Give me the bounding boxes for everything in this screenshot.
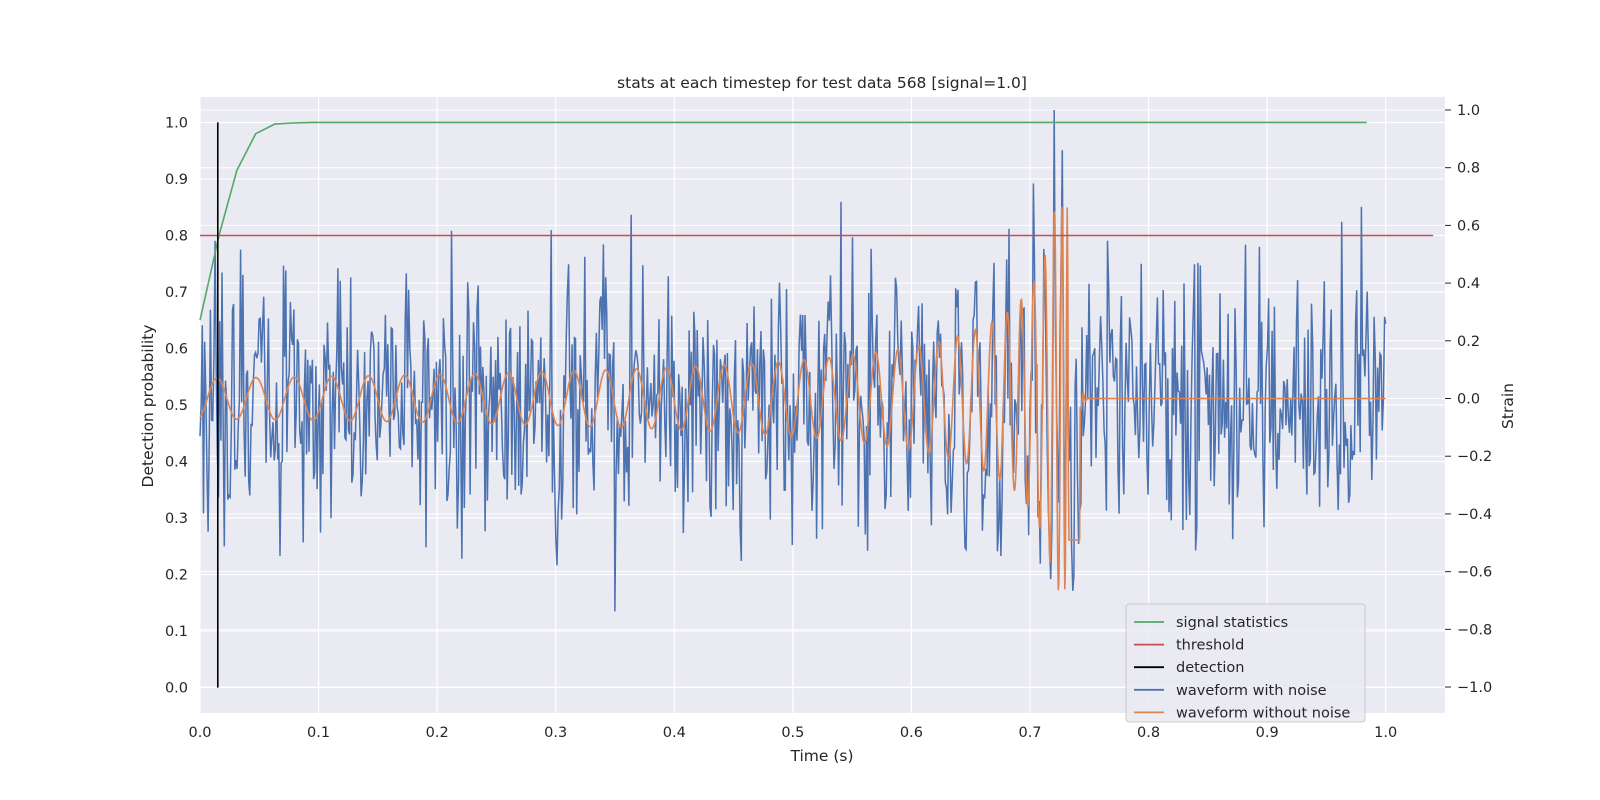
y2-tick-label: 0.6 [1457, 218, 1480, 234]
series-waveform-with-noise [199, 109, 1387, 612]
y-tick-label: 0.8 [165, 228, 188, 244]
y-tick-label: 0.6 [165, 341, 188, 357]
y2-tick-label: 0.0 [1457, 392, 1480, 408]
y2-tick-label: 1.0 [1457, 103, 1480, 119]
legend-label: threshold [1176, 638, 1244, 654]
y-tick-label: 0.7 [165, 285, 188, 301]
y2-tick-label: 0.8 [1457, 161, 1480, 177]
x-tick-label: 0.2 [426, 725, 449, 741]
x-tick-label: 1.0 [1374, 725, 1397, 741]
y2-tick-label: 0.4 [1457, 276, 1480, 292]
x-tick-label: 0.0 [188, 725, 211, 741]
y-tick-label: 0.3 [165, 511, 188, 527]
y2-tick-label: −0.8 [1457, 622, 1492, 638]
x-tick-label: 0.7 [1018, 725, 1041, 741]
y-tick-label: 0.2 [165, 568, 188, 584]
y2-tick-label: −0.2 [1457, 449, 1492, 465]
x-tick-label: 0.9 [1256, 725, 1279, 741]
x-axis-ticks: 0.0 0.1 0.2 0.3 0.4 0.5 0.6 0.7 0.8 0.9 1.0 [188, 725, 1397, 741]
legend-label: signal statistics [1176, 615, 1288, 631]
y2-tick-label: −0.6 [1457, 565, 1492, 581]
legend: signal statistics threshold detection wavef… [1125, 603, 1366, 723]
legend-label: waveform without noise [1176, 705, 1350, 721]
y-axis-ticks: 0.0 0.1 0.2 0.3 0.4 0.5 0.6 0.7 0.8 0.9 1.0 [165, 115, 188, 696]
x-axis-label: Time (s) [789, 747, 853, 765]
y-tick-label: 1.0 [165, 115, 188, 131]
x-tick-label: 0.1 [307, 725, 330, 741]
x-tick-label: 0.4 [663, 725, 686, 741]
y-tick-label: 0.9 [165, 172, 188, 188]
x-tick-label: 0.3 [544, 725, 567, 741]
series-signal-statistics [199, 121, 1367, 321]
legend-label: detection [1176, 660, 1244, 676]
y2-tick-label: 0.2 [1457, 334, 1480, 350]
chart-title: stats at each timestep for test data 568… [617, 74, 1027, 92]
y2-tick-label: −1.0 [1457, 680, 1492, 696]
y-tick-label: 0.0 [165, 681, 188, 697]
series-waveform-without-noise [199, 206, 1386, 591]
y2-tick-label: −0.4 [1457, 507, 1492, 523]
x-tick-label: 0.5 [781, 725, 804, 741]
x-tick-label: 0.8 [1137, 725, 1160, 741]
x-tick-label: 0.6 [900, 725, 923, 741]
y2-axis-ticks: −1.0 −0.8 −0.6 −0.4 −0.2 0.0 0.2 0.4 0.6 0.8 1.0 [1445, 103, 1492, 696]
plot-area [199, 109, 1434, 688]
y2-axis-label: Strain [1499, 383, 1517, 429]
legend-label: waveform with noise [1176, 683, 1327, 699]
y-tick-label: 0.5 [165, 398, 188, 414]
y-tick-label: 0.4 [165, 455, 188, 471]
y-tick-label: 0.1 [165, 624, 188, 640]
legend-box [1125, 603, 1366, 723]
y-axis-label: Detection probability [139, 325, 157, 488]
